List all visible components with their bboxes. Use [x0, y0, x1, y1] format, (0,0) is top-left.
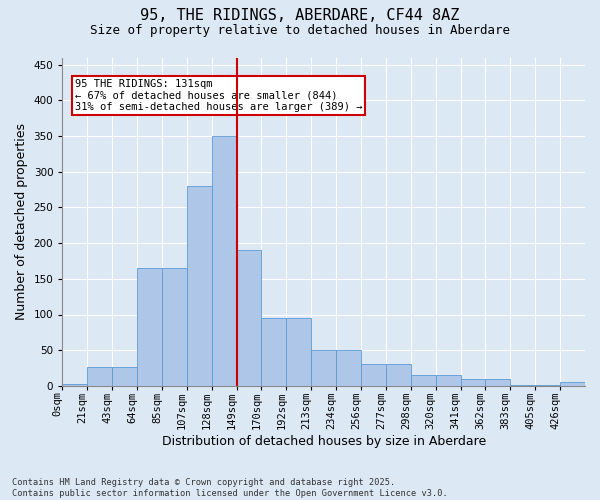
- Bar: [236, 250, 262, 386]
- Bar: [386, 364, 411, 386]
- Y-axis label: Number of detached properties: Number of detached properties: [15, 123, 28, 320]
- Bar: [485, 379, 511, 386]
- X-axis label: Distribution of detached houses by size in Aberdare: Distribution of detached houses by size …: [161, 434, 486, 448]
- Bar: [62, 384, 87, 386]
- Bar: [87, 366, 112, 386]
- Bar: [212, 136, 236, 386]
- Text: 95 THE RIDINGS: 131sqm
← 67% of detached houses are smaller (844)
31% of semi-de: 95 THE RIDINGS: 131sqm ← 67% of detached…: [75, 79, 362, 112]
- Bar: [311, 350, 336, 386]
- Bar: [436, 375, 461, 386]
- Bar: [560, 382, 585, 386]
- Bar: [511, 385, 535, 386]
- Bar: [461, 379, 485, 386]
- Bar: [262, 318, 286, 386]
- Bar: [162, 268, 187, 386]
- Bar: [361, 364, 386, 386]
- Bar: [286, 318, 311, 386]
- Bar: [535, 385, 560, 386]
- Text: Contains HM Land Registry data © Crown copyright and database right 2025.
Contai: Contains HM Land Registry data © Crown c…: [12, 478, 448, 498]
- Text: 95, THE RIDINGS, ABERDARE, CF44 8AZ: 95, THE RIDINGS, ABERDARE, CF44 8AZ: [140, 8, 460, 22]
- Bar: [336, 350, 361, 386]
- Bar: [112, 366, 137, 386]
- Bar: [137, 268, 162, 386]
- Bar: [411, 375, 436, 386]
- Bar: [187, 186, 212, 386]
- Text: Size of property relative to detached houses in Aberdare: Size of property relative to detached ho…: [90, 24, 510, 37]
